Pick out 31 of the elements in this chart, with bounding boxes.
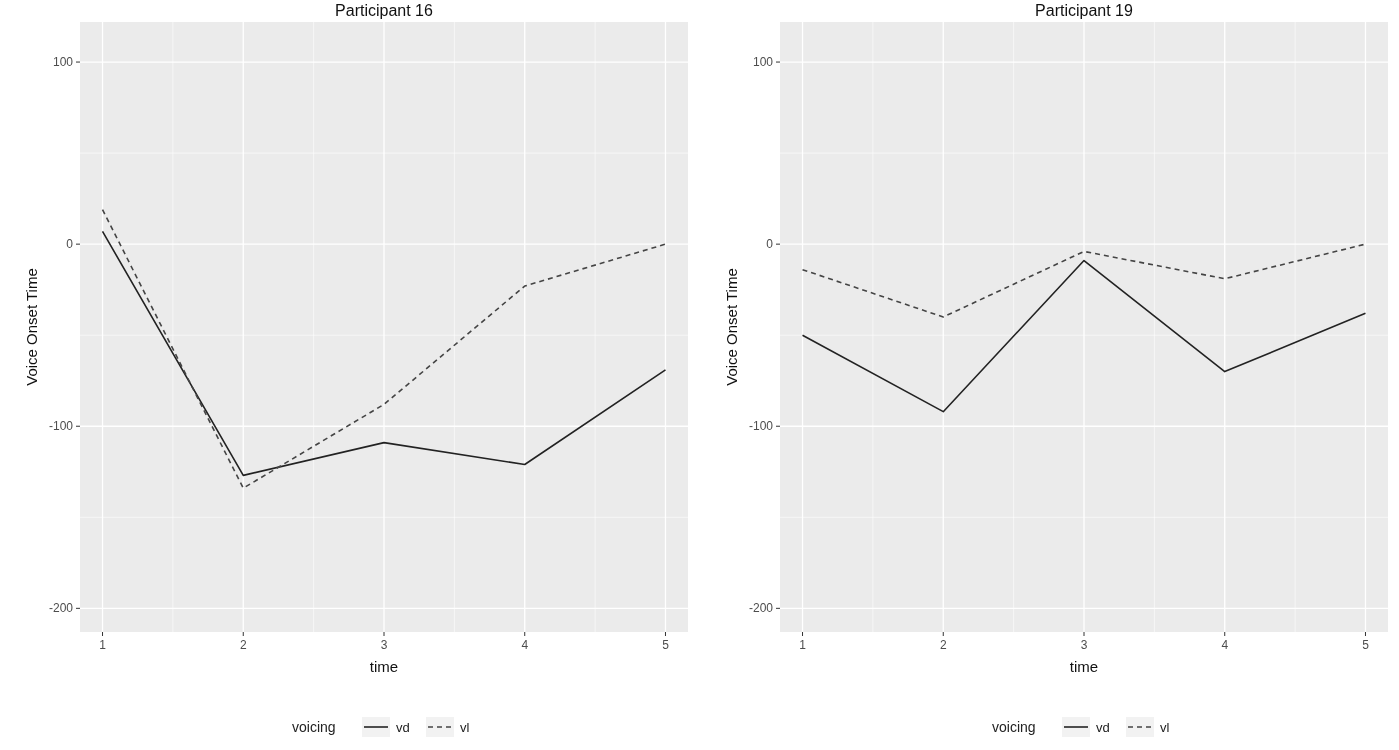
x-tick-label: 3 xyxy=(380,638,388,652)
x-tick-label: 1 xyxy=(99,638,107,652)
y-tick-label: -100 xyxy=(748,419,774,434)
x-tick-label: 4 xyxy=(1221,638,1229,652)
x-tick-label: 5 xyxy=(662,638,670,652)
x-axis-title: time xyxy=(1069,658,1099,675)
y-tick-label: -200 xyxy=(48,601,74,616)
chart-title: Participant 19 xyxy=(1035,2,1134,19)
legend-label: vd xyxy=(396,719,410,735)
x-tick-label: 2 xyxy=(939,638,947,652)
y-tick-label: -100 xyxy=(48,419,74,434)
x-tick-label: 5 xyxy=(1362,638,1370,652)
y-tick-label: -200 xyxy=(748,601,774,616)
legend-title: voicing xyxy=(292,719,336,735)
x-tick-label: 2 xyxy=(239,638,247,652)
y-axis-title: Voice Onset Time xyxy=(723,268,740,386)
x-tick-label: 3 xyxy=(1080,638,1088,652)
line-series xyxy=(801,259,1367,413)
y-tick-label: 0 xyxy=(766,237,774,252)
x-axis-title: time xyxy=(369,658,399,675)
x-tick-label: 1 xyxy=(799,638,807,652)
legend-label: vl xyxy=(460,719,470,735)
y-tick-label: 0 xyxy=(66,237,74,252)
legend-title: voicing xyxy=(992,719,1036,735)
y-axis-title: Voice Onset Time xyxy=(23,268,40,386)
legend-label: vd xyxy=(1096,719,1110,735)
chart-title: Participant 16 xyxy=(335,2,434,19)
y-tick-label: 100 xyxy=(752,55,774,70)
x-tick-label: 4 xyxy=(521,638,529,652)
y-tick-label: 100 xyxy=(52,55,74,70)
legend-label: vl xyxy=(1160,719,1170,735)
